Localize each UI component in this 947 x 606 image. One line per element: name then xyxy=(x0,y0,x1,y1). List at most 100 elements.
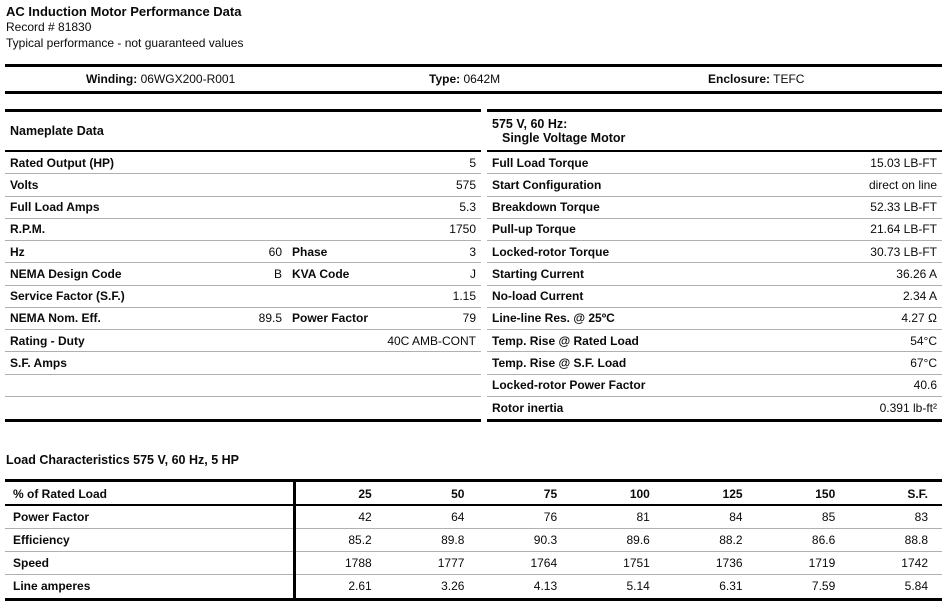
row-value: 575 xyxy=(455,177,476,192)
row-label: Start Configuration xyxy=(492,177,602,192)
table-row: Line-line Res. @ 25ºC 4.27 Ω xyxy=(487,308,942,330)
load-header-row: % of Rated Load 25 50 75 100 125 150 S.F… xyxy=(5,482,942,506)
row-label: Line-line Res. @ 25ºC xyxy=(492,311,615,326)
row-value: 1750 xyxy=(449,222,476,237)
table-row: Full Load Torque 15.03 LB-FT xyxy=(487,152,942,175)
load-col-header: 25 xyxy=(358,487,372,501)
nameplate-table-title: Nameplate Data xyxy=(5,112,481,152)
row-label: Full Load Amps xyxy=(10,200,100,215)
row-label: S.F. Amps xyxy=(10,355,67,370)
table-row: Starting Current 36.26 A xyxy=(487,263,942,286)
row-value: 40.6 xyxy=(913,378,937,393)
load-col-header: 150 xyxy=(815,487,836,501)
load-cell: 5.14 xyxy=(626,579,650,593)
load-cell: 6.31 xyxy=(719,579,743,593)
row-label: NEMA Nom. Eff. xyxy=(10,311,101,326)
table-row: Full Load Amps 5.3 xyxy=(5,197,481,219)
table-row: NEMA Nom. Eff. 89.5 Power Factor 79 xyxy=(5,308,481,330)
row-label: Locked-rotor Power Factor xyxy=(492,378,646,393)
row-value: 54°C xyxy=(910,333,937,348)
load-col-header: S.F. xyxy=(907,487,928,501)
record-number: Record # 81830 xyxy=(6,20,92,34)
table-row-empty xyxy=(5,375,481,397)
voltage-table-title: 575 V, 60 Hz: Single Voltage Motor xyxy=(487,112,942,152)
enclosure-label: Enclosure: xyxy=(708,72,771,86)
table-row: Pull-up Torque 21.64 LB-FT xyxy=(487,219,942,241)
enclosure-field: Enclosure: TEFC xyxy=(708,72,804,86)
row-label: Pull-up Torque xyxy=(492,222,576,237)
load-cell: 3.26 xyxy=(441,579,465,593)
table-row: Locked-rotor Torque 30.73 LB-FT xyxy=(487,241,942,264)
winding-label: Winding: xyxy=(86,72,138,86)
row-value: 3 xyxy=(469,244,476,259)
table-row: Rotor inertia 0.391 lb-ft² xyxy=(487,397,942,419)
load-cell: 88.2 xyxy=(719,533,743,547)
load-cell: 89.8 xyxy=(441,533,465,547)
row-pair: Power Factor 79 xyxy=(292,311,476,325)
row-value: 67°C xyxy=(910,355,937,370)
load-characteristics-title: Load Characteristics 575 V, 60 Hz, 5 HP xyxy=(6,453,239,467)
info-bar: Winding: 06WGX200-R001 Type: 0642M Enclo… xyxy=(5,64,942,94)
enclosure-value: TEFC xyxy=(773,72,805,86)
table-row: Hz 60 Phase 3 xyxy=(5,241,481,264)
load-cell: 89.6 xyxy=(626,533,650,547)
table-row-empty xyxy=(5,397,481,419)
column-divider xyxy=(293,482,296,598)
winding-field: Winding: 06WGX200-R001 xyxy=(86,72,235,86)
row-label: Volts xyxy=(10,177,39,192)
row-value: 15.03 LB-FT xyxy=(870,155,937,170)
row-label: No-load Current xyxy=(492,289,584,304)
row-value: 2.34 A xyxy=(902,289,937,304)
row-pair: Hz 60 xyxy=(10,245,282,259)
load-cell: 90.3 xyxy=(533,533,558,547)
voltage-table: 575 V, 60 Hz: Single Voltage Motor Full … xyxy=(487,109,942,422)
table-row: S.F. Amps xyxy=(5,352,481,375)
load-characteristics-table: % of Rated Load 25 50 75 100 125 150 S.F… xyxy=(5,479,942,601)
type-value: 0642M xyxy=(463,72,501,86)
row-value: 30.73 LB-FT xyxy=(870,244,937,259)
load-cell: 1777 xyxy=(437,556,465,570)
row-label: Temp. Rise @ Rated Load xyxy=(492,333,639,348)
row-label: R.P.M. xyxy=(10,222,46,237)
row-label: Starting Current xyxy=(492,266,585,281)
load-col-header: 50 xyxy=(451,487,465,501)
row-label: Power Factor xyxy=(292,311,369,326)
page-title: AC Induction Motor Performance Data xyxy=(6,4,242,19)
load-row: Speed 1788 1777 1764 1751 1736 1719 1742 xyxy=(5,552,942,575)
row-pair: KVA Code J xyxy=(292,267,476,281)
load-cell: 64 xyxy=(451,510,465,524)
load-cell: 1751 xyxy=(623,556,650,570)
table-row: R.P.M. 1750 xyxy=(5,219,481,241)
row-value: 40C AMB-CONT xyxy=(387,333,476,348)
table-row: No-load Current 2.34 A xyxy=(487,286,942,308)
load-row-label: Power Factor xyxy=(13,510,90,524)
load-cell: 4.13 xyxy=(533,579,558,593)
load-row-label: Efficiency xyxy=(13,533,70,547)
load-cell: 2.61 xyxy=(348,579,372,593)
load-col-header: 75 xyxy=(543,487,558,501)
load-col-header: 125 xyxy=(722,487,743,501)
table-row: NEMA Design Code B KVA Code J xyxy=(5,263,481,286)
table-row: Rating - Duty 40C AMB-CONT xyxy=(5,330,481,353)
load-cell: 1788 xyxy=(345,556,372,570)
load-col-header: 100 xyxy=(629,487,650,501)
load-row-label: Speed xyxy=(13,556,50,570)
load-cell: 84 xyxy=(729,510,743,524)
table-row: Service Factor (S.F.) 1.15 xyxy=(5,286,481,308)
load-cell: 1719 xyxy=(808,556,836,570)
row-label: KVA Code xyxy=(292,266,350,281)
load-cell: 81 xyxy=(636,510,650,524)
table-row: Start Configuration direct on line xyxy=(487,174,942,197)
load-cell: 85.2 xyxy=(348,533,372,547)
load-cell: 42 xyxy=(358,510,372,524)
row-value: B xyxy=(273,266,282,281)
row-label: Rated Output (HP) xyxy=(10,155,114,170)
row-pair: Phase 3 xyxy=(292,245,476,259)
row-label: Hz xyxy=(10,244,25,259)
row-value: J xyxy=(470,266,476,281)
row-value: direct on line xyxy=(868,177,937,192)
table-row: Rated Output (HP) 5 xyxy=(5,152,481,175)
row-value: 5 xyxy=(469,155,476,170)
table-row: Temp. Rise @ S.F. Load 67°C xyxy=(487,352,942,375)
